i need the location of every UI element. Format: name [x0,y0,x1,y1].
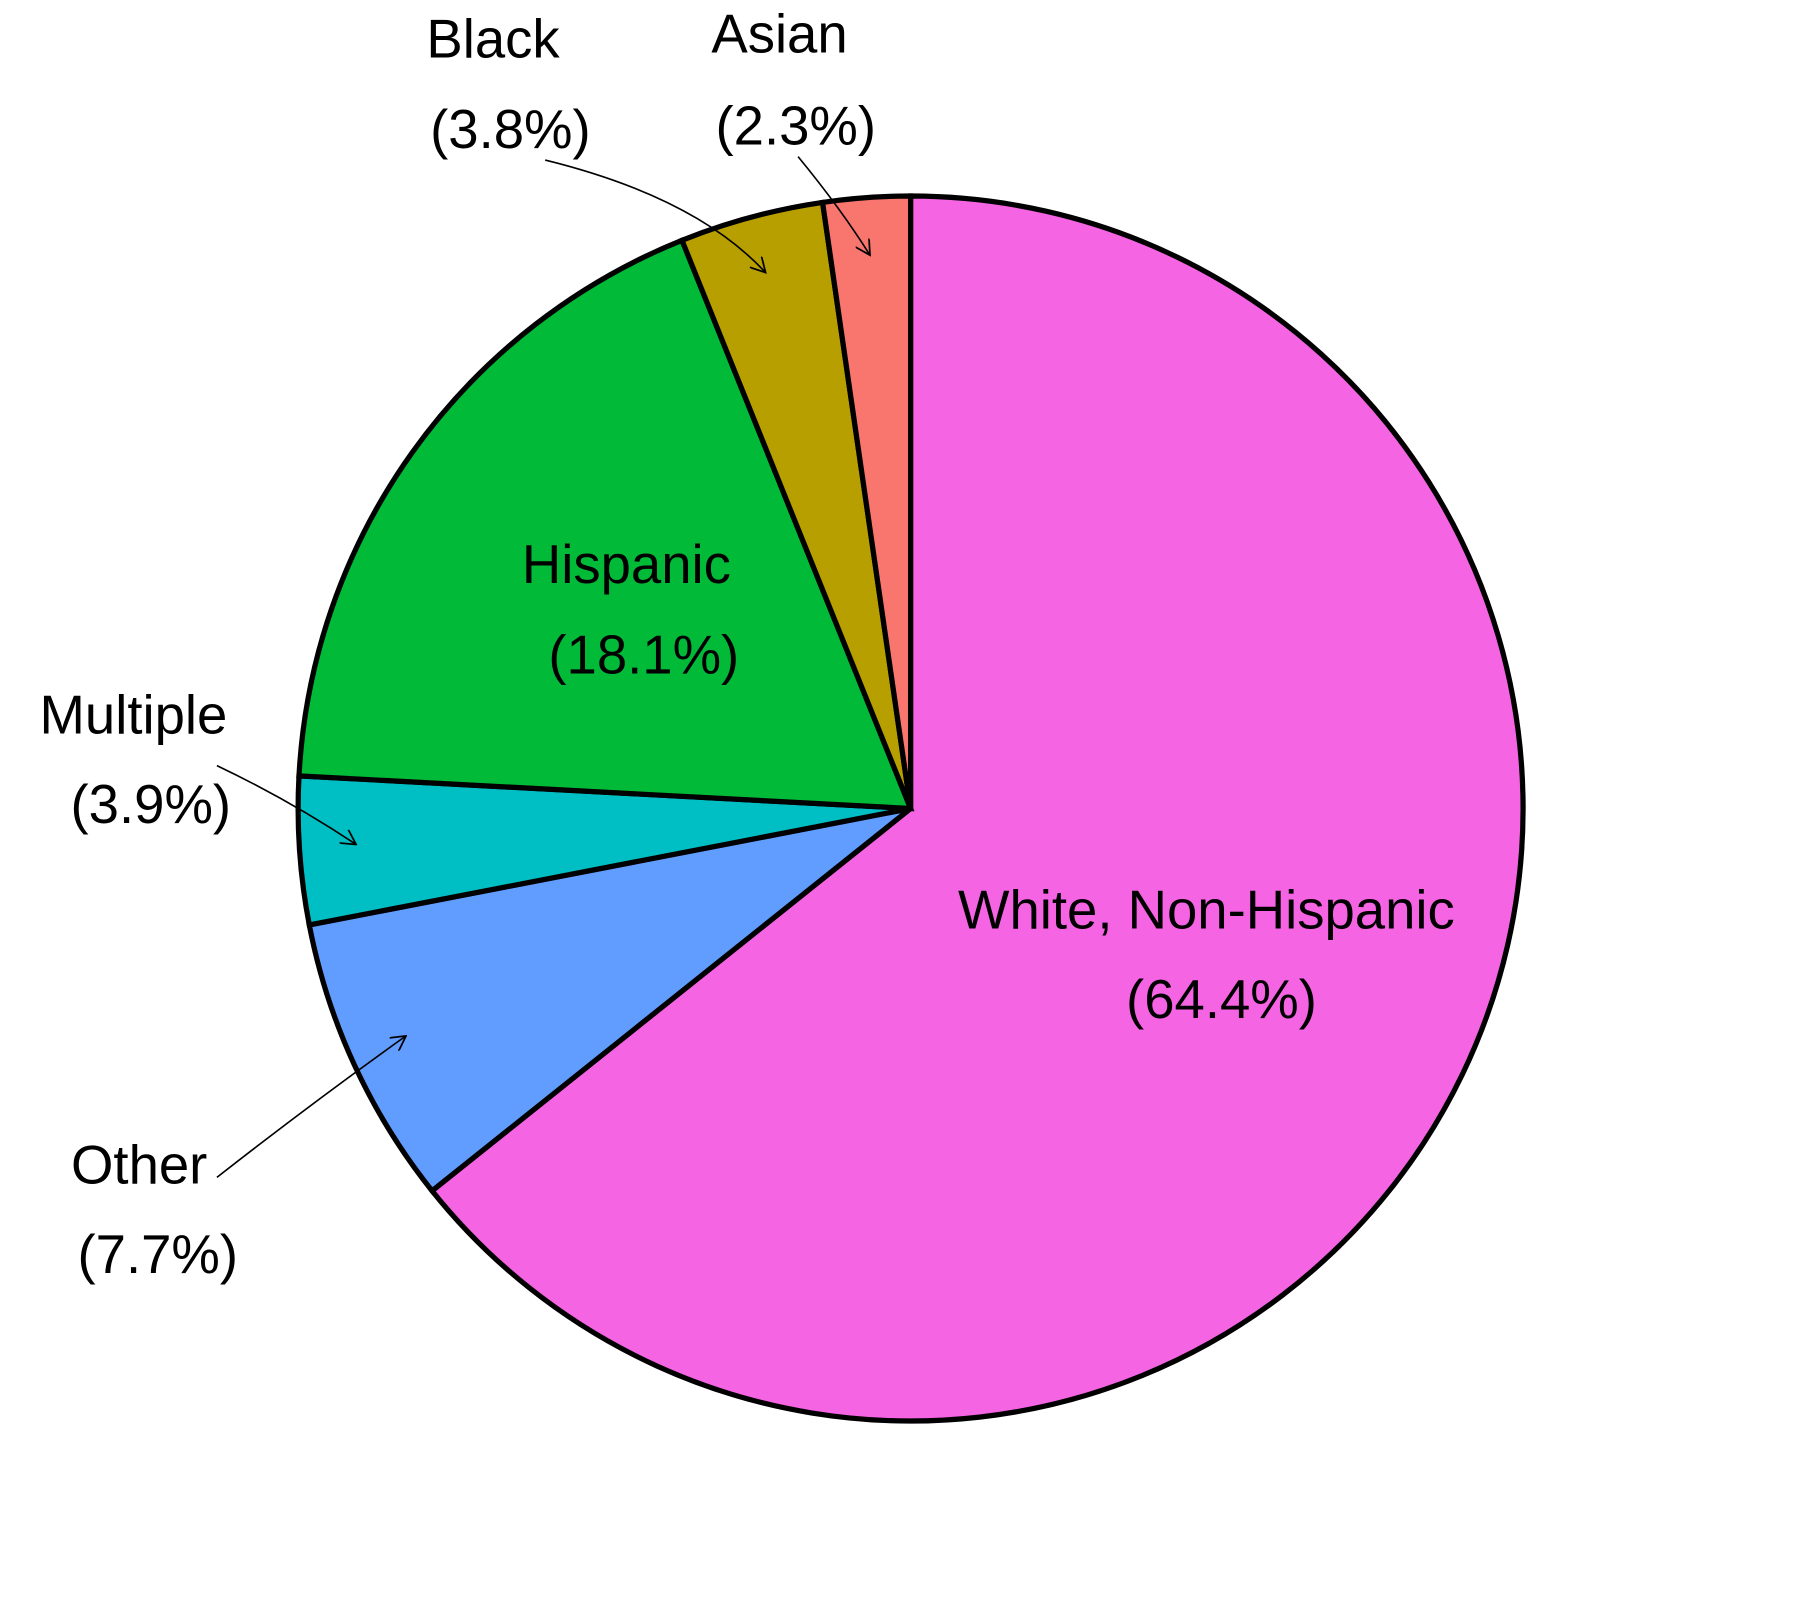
pie-slice [428,193,1526,1424]
value-label: (3.9%) [71,774,232,835]
value-label: (2.3%) [715,95,876,156]
plot-area: White, Non-Hispanic (64.4%) Other (7.7%) Mul… [40,4,1526,1424]
value-label: (18.1%) [548,624,739,685]
slice-label: Multiple [40,685,228,746]
slice-label: Other [71,1135,207,1196]
leader-line [216,764,356,845]
slice-label: White, Non-Hispanic [958,879,1455,940]
leader-line [545,159,765,273]
pie-slice [296,236,915,812]
value-label: (7.7%) [77,1224,238,1285]
leader-line [797,156,870,256]
value-label: (64.4%) [1126,969,1317,1030]
slices [295,193,1526,1424]
leader-lines [216,156,870,1179]
slice-label: Black [426,8,560,69]
value-label: (3.8%) [430,99,591,160]
slice-label: Hispanic [522,534,731,595]
pie-slice [306,805,913,1195]
slice-label: Asian [711,4,847,65]
leader-line [216,1036,406,1179]
labels: White, Non-Hispanic (64.4%) Other (7.7%) Mul… [40,4,1455,1285]
pie-slice [819,193,914,809]
